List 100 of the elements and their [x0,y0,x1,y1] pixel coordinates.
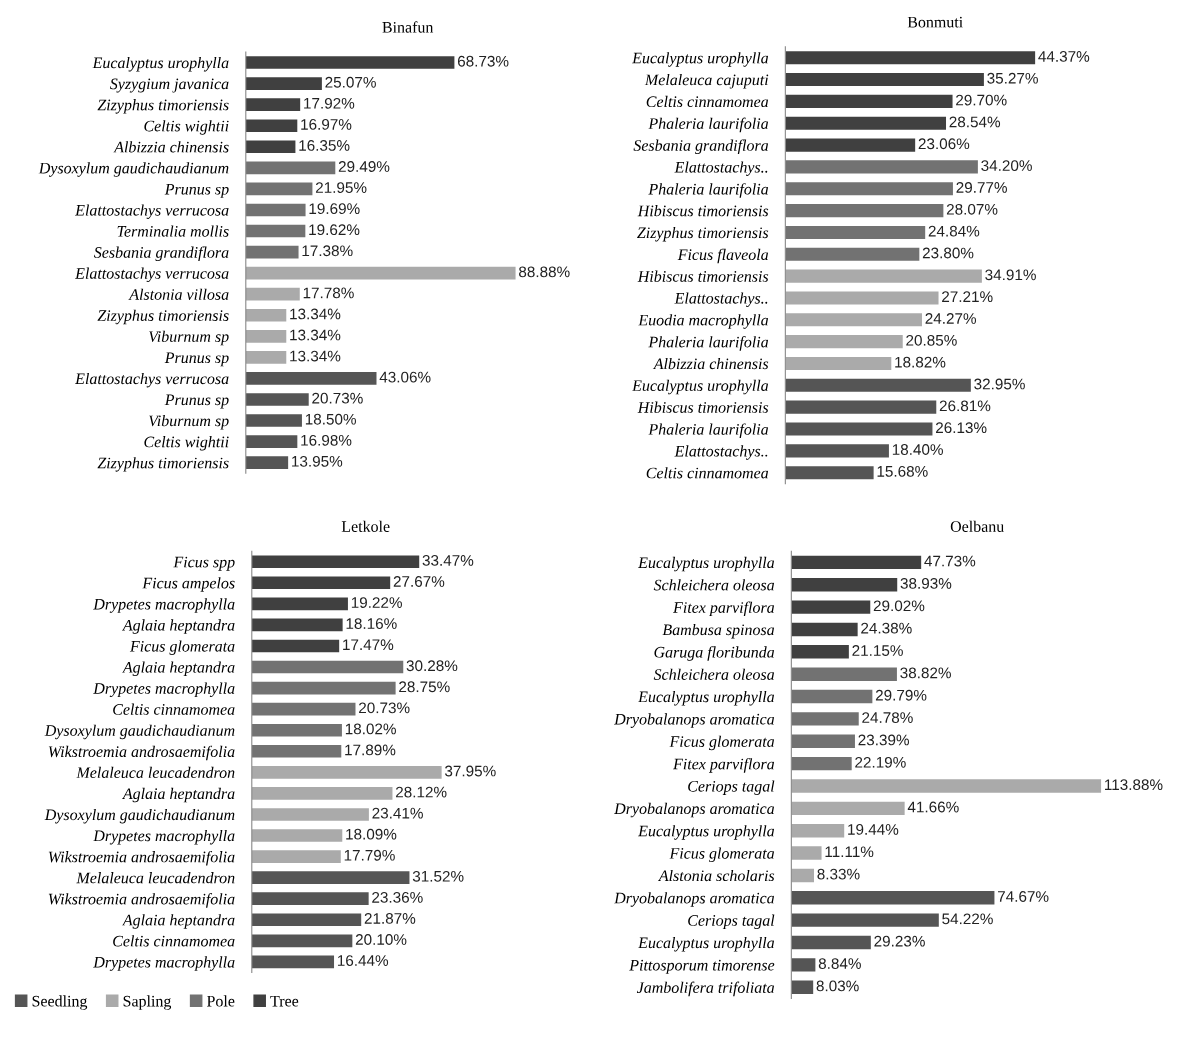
bar [791,935,871,950]
bar [791,667,897,681]
data-label: 24.27% [925,313,977,324]
y-tick-label: Dysoxylum gaudichaudianum [38,162,229,177]
data-label: 17.78% [303,287,354,299]
y-tick-label: Dryobalanops aromatica [614,892,775,907]
data-label: 29.79% [875,689,927,701]
bar [251,808,369,821]
data-label: 35.27% [987,72,1038,84]
y-tick-label: Elattostachys.. [674,292,768,307]
data-label: 23.39% [858,734,910,746]
bar [245,414,302,427]
bar [251,576,391,590]
data-label: 17.38% [302,245,353,257]
y-tick-label: Aglaia heptandra [122,914,235,929]
y-tick-label: Eucalyptus urophylla [638,825,775,840]
bar [791,622,858,637]
bar [251,660,404,674]
data-label: 13.34% [290,308,341,320]
legend-label: Tree [270,995,299,1007]
bar [791,868,814,883]
y-tick-label: Melaleuca leucadendron [76,766,235,779]
bar [245,372,377,385]
data-label: 21.87% [364,913,416,924]
data-label: 29.77% [956,182,1007,193]
y-tick-label: Zizyphus timoriensis [97,457,229,472]
y-tick-label: Hibiscus timoriensis [637,270,769,282]
data-label: 32.95% [974,378,1025,390]
bar [791,756,852,771]
y-tick-label: Dryobalanops aromatica [614,802,775,818]
data-label: 26.13% [936,422,987,434]
data-label: 17.92% [304,97,355,109]
data-label: 20.10% [355,934,407,945]
y-tick-label: Melaleuca leucadendron [76,872,235,884]
data-label: 23.36% [372,891,423,903]
bar [785,422,933,436]
y-tick-label: Dysoxylum gaudichaudianum [44,808,235,824]
legend-label: Pole [206,995,235,1007]
data-label: 20.73% [359,702,410,714]
bar [251,766,442,779]
bar [785,356,892,371]
bar [245,119,298,133]
bar [251,597,348,611]
bar [785,247,920,261]
y-tick-label: Euodia macrophylla [638,314,769,329]
bar [791,846,822,860]
data-label: 24.78% [862,712,913,723]
data-label: 28.75% [399,681,450,693]
bar [785,51,1036,65]
data-label: 74.67% [998,891,1049,902]
y-tick-label: Ceriops tagal [688,780,775,795]
data-label: 88.88% [519,266,570,278]
y-tick-label: Ficus ampelos [142,577,235,592]
data-label: 8.33% [817,868,860,880]
y-tick-label: Zizyphus timoriensis [97,99,229,114]
bar [785,138,916,152]
data-label: 21.15% [852,645,903,656]
bar [785,116,947,130]
y-tick-label: Celtis cinnamomea [646,467,769,479]
data-label: 20.73% [312,392,363,404]
data-label: 16.97% [301,118,352,130]
y-tick-label: Eucalyptus urophylla [632,379,769,395]
data-label: 24.38% [861,622,912,634]
bar [791,645,849,659]
bar [245,351,287,364]
bar [245,245,299,259]
data-label: 13.34% [290,350,341,362]
y-tick-label: Aglaia heptandra [122,619,235,634]
bar [785,269,982,283]
data-label: 33.47% [422,555,474,566]
bar [785,378,971,392]
data-label: 15.68% [877,465,928,477]
bar [251,934,353,948]
data-label: 8.03% [816,980,859,992]
bar [791,823,845,838]
data-label: 29.02% [873,600,925,612]
y-tick-label: Viburnum sp [149,330,229,346]
y-tick-label: Albizzia chinensis [652,357,769,370]
y-tick-label: Elattostachys verrucosa [75,267,229,283]
data-label: 38.93% [900,578,952,589]
legend-label: Sapling [123,995,172,1010]
bar [785,73,984,87]
data-label: 25.07% [325,76,376,88]
bar [785,204,944,218]
y-tick-label: Phaleria laurifolia [648,423,769,439]
data-label: 29.70% [956,94,1007,106]
data-label: 16.98% [301,434,352,446]
data-label: 18.02% [345,723,396,735]
y-tick-label: Bambusa spinosa [662,623,775,639]
bar [245,140,296,154]
y-tick-label: Prunus sp [164,183,229,198]
data-label: 16.44% [337,955,389,966]
data-label: 23.41% [372,807,423,819]
bar [785,94,953,108]
data-label: 22.19% [855,756,906,768]
y-tick-label: Hibiscus timoriensis [637,205,769,217]
data-label: 17.47% [343,639,394,651]
y-tick-label: Ficus glomerata [669,735,775,751]
data-label: 43.06% [379,371,431,383]
bar [245,224,306,238]
